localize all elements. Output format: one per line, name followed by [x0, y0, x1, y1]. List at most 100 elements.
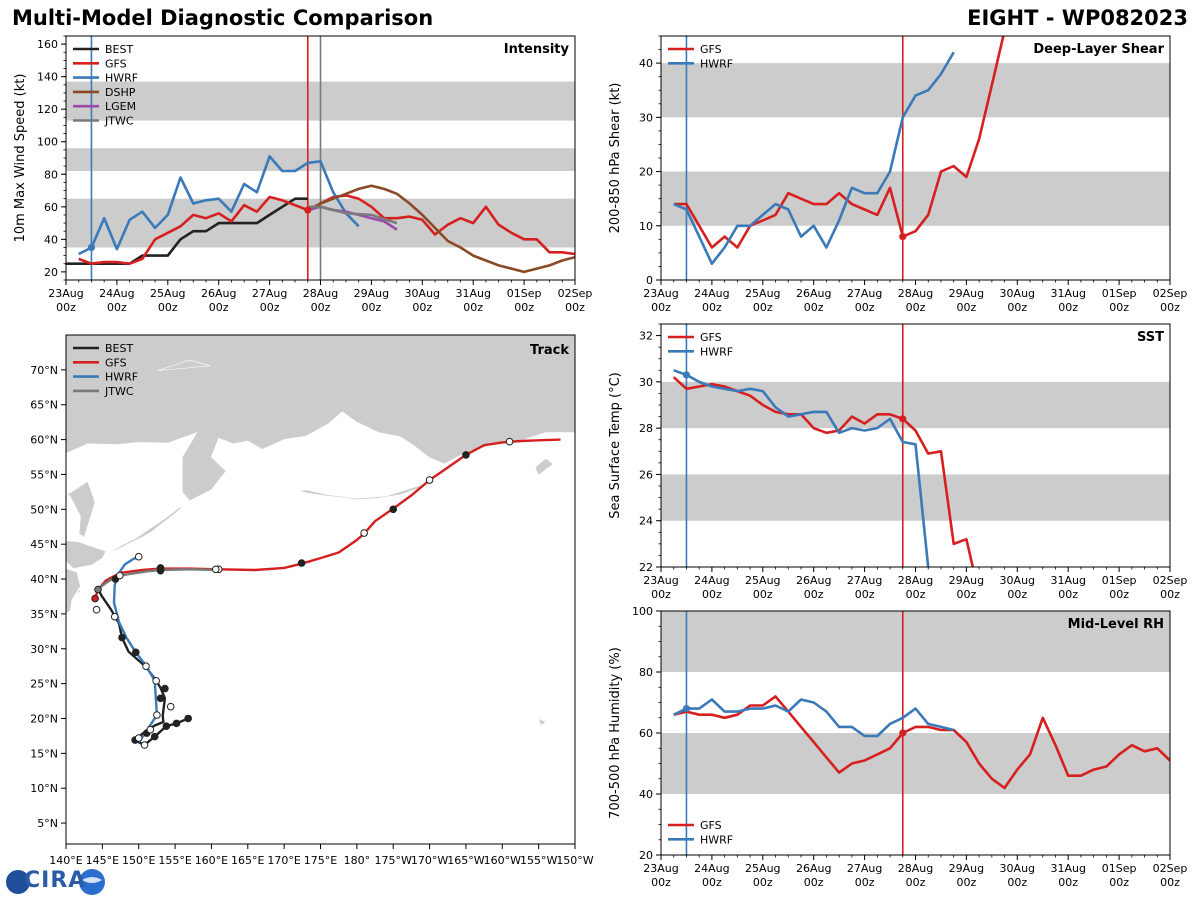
shear-ytick-label: 30 [639, 111, 653, 124]
track-xtick-label: 180° [344, 854, 371, 867]
intensity-legend-label-lgem: LGEM [105, 100, 136, 113]
track-point [425, 476, 434, 484]
rh-xtick-label-hour: 00z [1109, 876, 1129, 889]
track-point [184, 714, 192, 723]
track-xtick-label: 175°E [304, 854, 337, 867]
shear-marker [899, 233, 907, 241]
land-arctic-coast-detail [157, 359, 211, 371]
shear-legend-label-gfs: GFS [700, 43, 722, 56]
track-ytick-label: 20°N [30, 712, 58, 725]
intensity-series-hwrf [78, 155, 360, 256]
track-legend-label-hwrf: HWRF [105, 371, 138, 384]
track-point [156, 694, 165, 703]
panel-intensity: 2040608010012014016023Aug00z24Aug00z25Au… [13, 35, 592, 314]
track-point [92, 605, 101, 614]
sst-legend-label-hwrf: HWRF [700, 345, 733, 358]
track-data-layer [66, 335, 575, 749]
shear-ytick-label: 10 [639, 220, 653, 233]
intensity-ytick-label: 100 [37, 136, 58, 149]
rh-marker [682, 705, 691, 713]
rh-xtick-label-day: 24Aug [694, 862, 729, 875]
sst-xtick-label-hour: 00z [1109, 588, 1129, 601]
sst-title: SST [1137, 330, 1164, 345]
track-point [505, 437, 514, 446]
shear-xtick-label-hour: 00z [702, 301, 722, 314]
rh-xtick-label-day: 29Aug [949, 862, 984, 875]
intensity-ytick-label: 160 [37, 38, 58, 51]
rh-series-gfs [673, 695, 1170, 790]
rh-xtick-label-hour: 00z [1160, 876, 1180, 889]
shear-xtick-label-hour: 00z [957, 301, 977, 314]
sst-xtick-label-day: 26Aug [796, 574, 831, 587]
track-point [116, 571, 124, 580]
sst-ylabel: Sea Surface Temp (°C) [608, 372, 623, 519]
track-point [142, 662, 150, 670]
track-point [156, 566, 165, 575]
track-point [152, 677, 160, 685]
track-point [150, 732, 159, 741]
rh-xtick-label-day: 25Aug [745, 862, 780, 875]
land-hawaii-detail [538, 717, 547, 726]
track-ytick-label: 25°N [30, 678, 58, 691]
figure-title: Multi-Model Diagnostic Comparison [12, 6, 434, 30]
rh-xtick-label-hour: 00z [1007, 876, 1027, 889]
sst-xtick-label-hour: 00z [1007, 588, 1027, 601]
rh-ytick-label: 60 [639, 727, 653, 740]
rh-ytick-label: 100 [632, 605, 653, 618]
intensity-xtick-label-hour: 00z [463, 301, 483, 314]
rh-xtick-label-hour: 00z [753, 876, 773, 889]
rh-xtick-label-day: 26Aug [796, 862, 831, 875]
shear-xtick-label-day: 29Aug [949, 287, 984, 300]
rh-xtick-label-hour: 00z [957, 876, 977, 889]
sst-xtick-label-hour: 00z [753, 588, 773, 601]
sst-marker [682, 371, 691, 379]
land-hokkaido [66, 540, 107, 569]
track-point [118, 633, 126, 642]
sst-xtick-label-day: 01Sep [1102, 574, 1137, 587]
track-ytick-label: 15°N [30, 747, 58, 760]
track-point [166, 702, 175, 711]
intensity-ytick-label: 20 [44, 266, 58, 279]
intensity-xtick-label-day: 01Sep [507, 287, 542, 300]
cira-logo [6, 869, 105, 895]
rh-xtick-label-day: 31Aug [1050, 862, 1085, 875]
rh-ylabel: 700-500 hPa Humidity (%) [608, 647, 623, 819]
intensity-xtick-label-hour: 00z [412, 301, 432, 314]
sst-xtick-label-hour: 00z [906, 588, 926, 601]
sst-legend-label-gfs: GFS [700, 331, 722, 344]
panel-track: 140°E 145°E 150°E 155°E 160°E 165°E 170°E 175°E… [30, 334, 594, 867]
track-ytick-label: 45°N [30, 538, 58, 551]
shear-xtick-label-hour: 00z [804, 301, 824, 314]
shear-xtick-label-hour: 00z [906, 301, 926, 314]
rh-xtick-label-hour: 00z [702, 876, 722, 889]
cira-logo-text: CIRA [24, 868, 87, 893]
shear-xtick-label-day: 27Aug [847, 287, 882, 300]
sst-xtick-label-hour: 00z [651, 588, 671, 601]
track-series-hwrf [112, 555, 159, 743]
sst-series-gfs [672, 376, 975, 567]
track-point [94, 585, 102, 594]
intensity-xtick-label-day: 24Aug [99, 287, 134, 300]
land-siberia-alaska [66, 335, 575, 502]
rh-xtick-label-day: 01Sep [1102, 862, 1137, 875]
sst-ytick-label: 24 [639, 515, 653, 528]
track-title: Track [530, 343, 569, 358]
shear-series-hwrf [673, 51, 955, 266]
rh-xtick-label-hour: 00z [651, 876, 671, 889]
track-xtick-label: 145°E [86, 854, 119, 867]
intensity-ytick-label: 40 [44, 233, 58, 246]
sst-data-layer [661, 324, 1170, 567]
sst-ytick-label: 22 [639, 561, 653, 574]
rh-band [661, 611, 1170, 672]
track-xtick-label: 140°E [49, 854, 82, 867]
track-point [132, 648, 140, 657]
intensity-ytick-label: 80 [44, 168, 58, 181]
intensity-legend-label-best: BEST [105, 43, 133, 56]
intensity-xtick-label-hour: 00z [565, 301, 585, 314]
intensity-legend-label-gfs: GFS [105, 57, 127, 70]
storm-id-title: EIGHT - WP082023 [967, 6, 1188, 30]
sst-xtick-label-hour: 00z [804, 588, 824, 601]
track-ytick-label: 50°N [30, 503, 58, 516]
sst-xtick-label-hour: 00z [855, 588, 875, 601]
sst-ytick-label: 28 [639, 422, 653, 435]
